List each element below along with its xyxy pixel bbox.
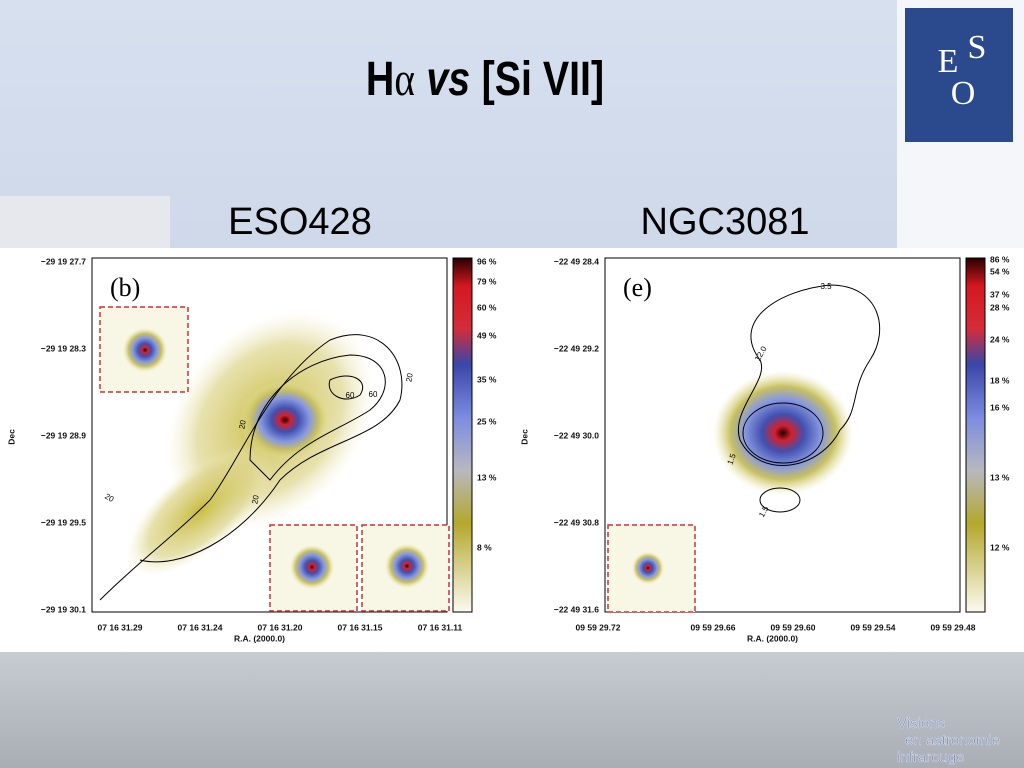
- contour-label: 20: [250, 494, 261, 505]
- contour: [737, 284, 881, 466]
- contour-label: 3.5: [820, 282, 832, 291]
- footer: Visions en astronomie infrarouge: [897, 715, 1000, 766]
- colorbar-label: 49 %: [477, 330, 497, 340]
- x-tick-label: 09 59 29.60: [771, 622, 816, 632]
- colorbar: [452, 257, 473, 613]
- x-tick-label: 09 59 29.66: [691, 622, 736, 632]
- y-tick-label: −22 49 30.8: [554, 517, 599, 527]
- contour-label: 60: [346, 391, 355, 400]
- inset-source: [385, 544, 429, 588]
- x-axis-label: R.A. (2000.0): [234, 633, 285, 643]
- colorbar-label: 13 %: [477, 472, 497, 482]
- figures: ESO428 (b) −29 19 27.7 −29 19 28.3 −29 19 28…: [6, 201, 1010, 643]
- title-part: α: [394, 53, 415, 105]
- colorbar-label: 13 %: [990, 472, 1010, 482]
- y-tick-label: −22 49 29.2: [554, 343, 599, 353]
- panel-title: ESO428: [228, 201, 372, 243]
- contour-label: 1.5: [726, 452, 738, 466]
- x-tick-label: 07 16 31.24: [178, 622, 223, 632]
- y-tick-label: −22 49 31.6: [554, 604, 599, 614]
- colorbar-label: 96 %: [477, 256, 497, 266]
- colorbar-label: 16 %: [990, 402, 1010, 412]
- colorbar-label: 24 %: [990, 334, 1010, 344]
- contour-label: 60: [369, 390, 378, 399]
- x-tick-label: 09 59 29.72: [576, 622, 621, 632]
- bottom-band: [0, 652, 1024, 768]
- inset-source: [632, 552, 664, 584]
- y-tick-label: −29 19 27.7: [41, 256, 86, 266]
- colorbar-label: 18 %: [990, 375, 1010, 385]
- slide-title: Hα vs [Si VII]: [366, 52, 604, 106]
- footer-line: Visions: [897, 715, 945, 732]
- x-tick-label: 09 59 29.54: [851, 622, 896, 632]
- contour: [742, 402, 824, 464]
- y-axis-label: Dec: [519, 429, 529, 445]
- logo-letters: E S O: [938, 29, 987, 112]
- colorbar-label: 60 %: [477, 302, 497, 312]
- colorbar-label: 54 %: [990, 266, 1010, 276]
- panel-label: (b): [110, 273, 140, 302]
- logo-letter: S: [968, 29, 987, 66]
- y-tick-label: −29 19 28.3: [41, 343, 86, 353]
- inset-source: [290, 545, 334, 589]
- colorbar-label: 28 %: [990, 302, 1010, 312]
- x-tick-label: 07 16 31.15: [338, 622, 383, 632]
- y-axis-label: Dec: [6, 429, 16, 445]
- contour: [99, 334, 403, 601]
- colorbar-label: 79 %: [477, 276, 497, 286]
- x-tick-label: 07 16 31.29: [98, 622, 143, 632]
- contour: [249, 354, 386, 481]
- footer-line: infrarouge: [897, 749, 965, 766]
- footer-line: en astronomie: [905, 732, 1000, 749]
- title-part: [Si VII]: [482, 52, 604, 106]
- contour-label: 20: [237, 419, 248, 430]
- contour: [328, 375, 363, 400]
- y-tick-label: −29 19 30.1: [41, 604, 86, 614]
- colorbar-label: 37 %: [990, 289, 1010, 299]
- colorbar: [965, 257, 986, 613]
- colorbar-label: 35 %: [477, 374, 497, 384]
- y-tick-label: −22 49 28.4: [554, 256, 599, 266]
- x-tick-label: 07 16 31.11: [418, 622, 463, 632]
- emission-core: [240, 380, 330, 460]
- x-tick-label: 09 59 29.48: [931, 622, 976, 632]
- eso-logo: [905, 8, 1013, 142]
- colorbar-label: 25 %: [477, 416, 497, 426]
- colorbar-label: 12 %: [990, 542, 1010, 552]
- x-axis-label: R.A. (2000.0): [747, 633, 798, 643]
- colorbar-label: 86 %: [990, 254, 1010, 264]
- emission-core: [713, 371, 853, 495]
- panel-label: (e): [623, 273, 652, 302]
- logo-letter: O: [951, 75, 976, 112]
- y-tick-label: −29 19 29.5: [41, 517, 86, 527]
- contour: [759, 487, 801, 513]
- title-part: H: [366, 52, 394, 106]
- y-tick-label: −22 49 30.0: [554, 430, 599, 440]
- panel-title: NGC3081: [641, 201, 810, 243]
- contour-label: 20: [404, 372, 415, 383]
- colorbar-label: 8 %: [477, 542, 492, 552]
- building: [0, 196, 170, 248]
- logo-letter: E: [938, 43, 959, 80]
- title-part: vs: [426, 52, 470, 106]
- x-tick-label: 07 16 31.20: [258, 622, 303, 632]
- y-tick-label: −29 19 28.9: [41, 430, 86, 440]
- inset-source: [123, 328, 167, 372]
